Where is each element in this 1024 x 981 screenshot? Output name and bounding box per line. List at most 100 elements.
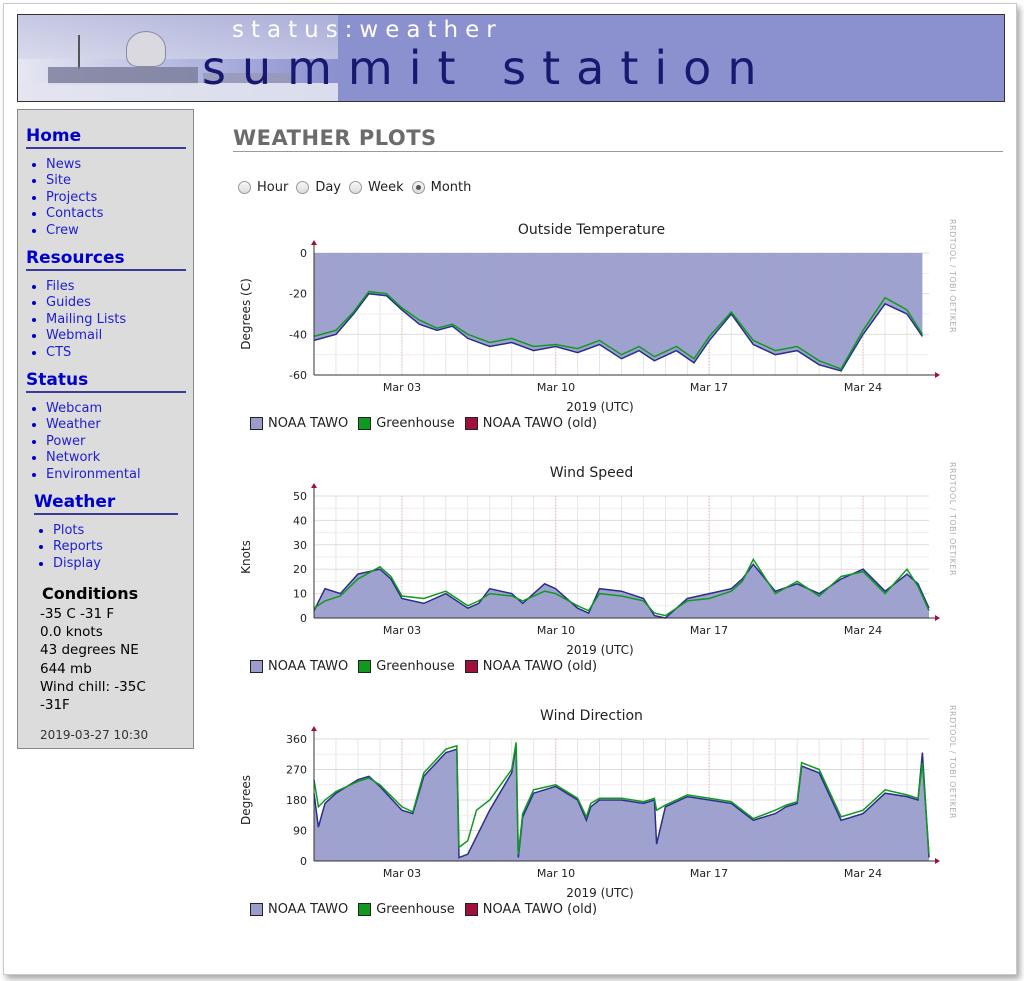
sidebar-list-home: News Site Projects Contacts Crew — [32, 157, 103, 239]
x-axis-label: 2019 (UTC) — [566, 643, 634, 657]
rrdtool-watermark: RRDTOOL / TOBI OETIKER — [948, 219, 957, 333]
sidebar-list-resources: Files Guides Mailing Lists Webmail CTS — [32, 279, 126, 361]
conditions-title: Conditions — [42, 584, 139, 603]
y-tick-label: 50 — [293, 490, 307, 503]
legend-item: NOAA TAWO — [250, 902, 348, 917]
y-tick-label: 90 — [293, 825, 307, 838]
chart-wind-direction: Wind Direction 0 90 180 270 360 Mar 03 Mar 10 Ma… — [232, 701, 962, 921]
rrdtool-watermark: RRDTOOL / TOBI OETIKER — [948, 462, 957, 576]
conditions-temperature: -35 C -31 F — [40, 606, 115, 622]
series-line-noaa-tawo — [313, 292, 924, 372]
y-tick-label: 180 — [286, 794, 307, 807]
sidebar-list-status: Webcam Weather Power Network Environment… — [32, 401, 141, 483]
sidebar-item-plots[interactable]: Plots — [53, 523, 103, 539]
x-tick-label: Mar 17 — [690, 624, 728, 637]
series-area-noaa-tawo — [314, 745, 929, 861]
series-line-greenhouse — [313, 557, 930, 617]
y-tick-label: -60 — [289, 369, 307, 382]
x-axis-arrow — [935, 615, 940, 621]
sidebar-item-webcam[interactable]: Webcam — [46, 401, 141, 417]
chart-legend: NOAA TAWO Greenhouse NOAA TAWO (old) — [250, 416, 607, 431]
chart-legend: NOAA TAWO Greenhouse NOAA TAWO (old) — [250, 659, 607, 674]
radio-month[interactable]: Month — [411, 180, 471, 195]
sidebar-item-files[interactable]: Files — [46, 279, 126, 295]
conditions-pressure: 644 mb — [40, 660, 92, 677]
page-title: WEATHER PLOTS — [233, 126, 1003, 152]
sidebar-section-resources[interactable]: Resources — [26, 248, 186, 271]
sidebar-section-home[interactable]: Home — [26, 126, 186, 149]
series-line-noaa-tawo — [313, 745, 930, 859]
legend-item: NOAA TAWO — [250, 659, 348, 674]
banner-title: summit station — [202, 41, 773, 95]
chart-title: Wind Speed — [550, 465, 634, 481]
y-tick-label: 270 — [286, 764, 307, 777]
radio-hour[interactable]: Hour — [238, 180, 288, 195]
y-axis-label: Degrees (C) — [239, 278, 253, 349]
chart-title: Outside Temperature — [518, 222, 665, 238]
sidebar-item-weather[interactable]: Weather — [46, 417, 141, 433]
chart-outside-temperature: Outside Temperature 0 -20 -40 -60 Mar 03 Mar 1… — [232, 215, 962, 435]
y-tick-label: -20 — [289, 288, 307, 301]
x-axis-label: 2019 (UTC) — [566, 400, 634, 414]
x-tick-label: Mar 03 — [383, 624, 421, 637]
x-tick-label: Mar 24 — [844, 381, 882, 394]
x-tick-label: Mar 10 — [537, 867, 575, 880]
legend-swatch — [464, 903, 478, 916]
series-line-noaa-tawo — [313, 563, 930, 619]
sidebar-item-contacts[interactable]: Contacts — [46, 206, 103, 222]
y-tick-label: 0 — [300, 247, 307, 260]
x-axis-arrow — [935, 372, 940, 378]
sidebar-list-weather: Plots Reports Display — [39, 523, 103, 572]
sidebar-section-weather[interactable]: Weather — [34, 492, 178, 515]
chart-wind-speed: Wind Speed 0 10 20 30 40 50 Mar 03 Mar 10 Mar 17 M… — [232, 458, 962, 678]
sidebar-item-display[interactable]: Display — [53, 556, 103, 572]
radio-day[interactable]: Day — [296, 180, 341, 195]
sidebar-item-reports[interactable]: Reports — [53, 539, 103, 555]
x-tick-label: Mar 17 — [690, 381, 728, 394]
sidebar-item-cts[interactable]: CTS — [46, 345, 126, 361]
legend-swatch — [358, 417, 372, 430]
sidebar-item-webmail[interactable]: Webmail — [46, 328, 126, 344]
radio-week-button[interactable] — [349, 181, 362, 194]
x-tick-label: Mar 10 — [537, 624, 575, 637]
legend-item: NOAA TAWO — [250, 416, 348, 431]
legend-swatch — [358, 903, 372, 916]
conditions-wind-chill-f: -31F — [40, 697, 70, 714]
chart-svg-1: Wind Speed 0 10 20 30 40 50 Mar 03 Mar 10 Mar 17 M… — [239, 462, 957, 657]
y-axis-arrow — [311, 483, 317, 488]
x-tick-label: Mar 24 — [844, 867, 882, 880]
sidebar-item-power[interactable]: Power — [46, 434, 141, 450]
sidebar-item-projects[interactable]: Projects — [46, 190, 103, 206]
radio-hour-button[interactable] — [238, 181, 251, 194]
y-tick-label: 30 — [293, 539, 307, 552]
sidebar-item-crew[interactable]: Crew — [46, 223, 103, 239]
conditions-wind-direction: 43 degrees NE — [40, 642, 139, 659]
sidebar-item-news[interactable]: News — [46, 157, 103, 173]
y-axis-arrow — [311, 240, 317, 245]
y-axis-arrow — [311, 726, 317, 731]
x-tick-label: Mar 03 — [383, 381, 421, 394]
y-tick-label: 0 — [300, 855, 307, 868]
sidebar-section-status[interactable]: Status — [26, 370, 186, 393]
conditions-wind-chill: Wind chill: -35C — [40, 678, 146, 695]
station-photo — [18, 15, 338, 101]
sidebar-item-environmental[interactable]: Environmental — [46, 467, 141, 483]
site-banner[interactable]: status:weather summit station — [17, 14, 1005, 102]
sidebar-item-mailing-lists[interactable]: Mailing Lists — [46, 312, 126, 328]
legend-item: Greenhouse — [358, 902, 455, 917]
radio-week[interactable]: Week — [349, 180, 404, 195]
sidebar-item-network[interactable]: Network — [46, 450, 141, 466]
sidebar-item-site[interactable]: Site — [46, 173, 103, 189]
chart-legend: NOAA TAWO Greenhouse NOAA TAWO (old) — [250, 902, 607, 917]
radio-day-button[interactable] — [296, 181, 310, 194]
legend-swatch — [464, 417, 478, 430]
conditions-wind-speed: 0.0 knots — [40, 624, 103, 641]
x-tick-label: Mar 17 — [690, 867, 728, 880]
chart-svg-0: Outside Temperature 0 -20 -40 -60 Mar 03 Mar 1… — [239, 219, 957, 414]
x-tick-label: Mar 10 — [537, 381, 575, 394]
y-tick-label: 20 — [293, 563, 307, 576]
radio-month-button[interactable] — [411, 181, 425, 194]
sidebar: Home News Site Projects Contacts Crew Re… — [17, 109, 194, 749]
legend-item: NOAA TAWO (old) — [464, 902, 597, 917]
sidebar-item-guides[interactable]: Guides — [46, 295, 126, 311]
